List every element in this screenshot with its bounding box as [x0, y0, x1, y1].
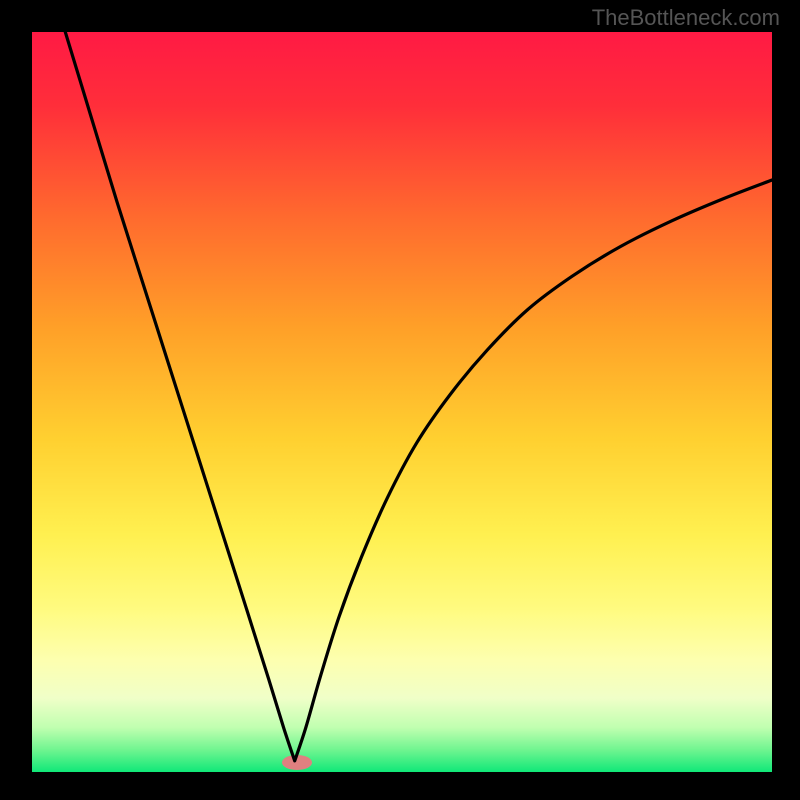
chart-plot-area	[32, 32, 772, 772]
watermark-text: TheBottleneck.com	[592, 5, 780, 31]
curve-minimum-marker	[282, 755, 312, 770]
chart-gradient-background	[32, 32, 772, 772]
